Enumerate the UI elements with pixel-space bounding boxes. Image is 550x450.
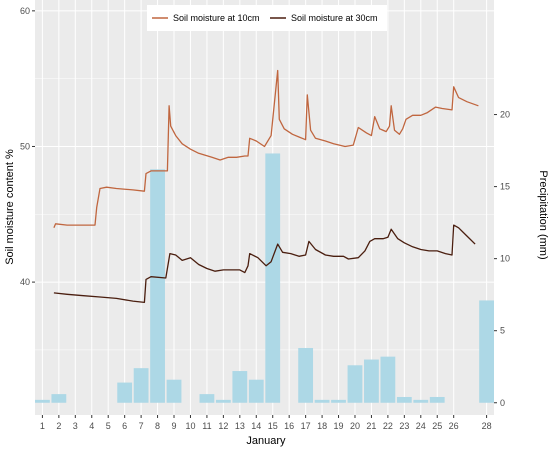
x-tick-label: 22 — [383, 421, 393, 431]
soil-moisture-10cm-line — [53, 69, 479, 229]
precipitation-bar — [232, 371, 248, 403]
x-tick-label: 16 — [284, 421, 294, 431]
precipitation-bar — [35, 399, 50, 403]
y-left-tick-label: 40 — [20, 277, 30, 287]
precipitation-bar — [314, 399, 330, 403]
y-right-axis-title: Precipitation (mm) — [537, 170, 549, 259]
precipitation-bar — [380, 356, 396, 403]
x-tick-label: 13 — [235, 421, 245, 431]
precipitation-bar — [429, 396, 445, 403]
x-tick-label: 21 — [366, 421, 376, 431]
legend-label-10cm: Soil moisture at 10cm — [173, 13, 260, 23]
y-left-axis-title: Soil moisture content % — [4, 149, 16, 265]
x-tick-label: 23 — [399, 421, 409, 431]
x-tick-label: 12 — [218, 421, 228, 431]
x-tick-label: 15 — [268, 421, 278, 431]
x-tick-label: 24 — [416, 421, 426, 431]
x-tick-label: 1 — [40, 421, 45, 431]
y-left-tick-label: 60 — [20, 6, 30, 16]
precipitation-bar — [133, 368, 149, 403]
precipitation-bar — [298, 347, 314, 403]
x-tick-label: 5 — [106, 421, 111, 431]
x-tick-label: 3 — [73, 421, 78, 431]
x-tick-label: 18 — [317, 421, 327, 431]
x-tick-label: 9 — [172, 421, 177, 431]
precipitation-bar — [150, 169, 165, 403]
y-left-tick-label: 50 — [20, 141, 30, 151]
plot-panel — [35, 0, 494, 415]
x-tick-label: 17 — [301, 421, 311, 431]
soil-moisture-30cm-line — [53, 224, 476, 304]
y-right-tick-label: 10 — [500, 254, 510, 264]
precipitation-bar — [215, 399, 231, 403]
x-axis-title: January — [246, 435, 286, 447]
x-tick-label: 6 — [122, 421, 127, 431]
precipitation-bar — [479, 300, 494, 403]
precipitation-bar — [117, 382, 133, 403]
x-tick-label: 25 — [432, 421, 442, 431]
x-tick-label: 26 — [449, 421, 459, 431]
legend-box — [147, 5, 387, 31]
legend: Soil moisture at 10cm Soil moisture at 3… — [147, 5, 387, 31]
x-tick-label: 14 — [251, 421, 261, 431]
x-tick-label: 20 — [350, 421, 360, 431]
x-tick-label: 11 — [202, 421, 211, 431]
precipitation-bar — [51, 394, 67, 403]
x-tick-label: 2 — [56, 421, 61, 431]
precipitation-bar — [248, 379, 264, 403]
legend-label-30cm: Soil moisture at 30cm — [291, 13, 378, 23]
precipitation-bar — [166, 379, 182, 403]
x-tick-label: 4 — [89, 421, 94, 431]
precipitation-bar — [347, 365, 363, 403]
soil-moisture-lines — [53, 69, 479, 304]
precipitation-bar — [199, 394, 215, 403]
precipitation-bar — [364, 359, 379, 403]
x-tick-label: 10 — [185, 421, 195, 431]
y-right-tick-label: 5 — [500, 326, 505, 336]
precipitation-bar — [265, 153, 281, 403]
y-right-tick-label: 0 — [500, 398, 505, 408]
x-tick-label: 7 — [139, 421, 144, 431]
y-right-tick-label: 15 — [500, 182, 510, 192]
y-right-tick-label: 20 — [500, 110, 510, 120]
x-tick-label: 19 — [334, 421, 344, 431]
x-tick-label: 28 — [482, 421, 492, 431]
x-tick-label: 8 — [155, 421, 160, 431]
precipitation-bar — [396, 396, 412, 403]
precipitation-bar — [331, 399, 346, 403]
precipitation-bar — [413, 399, 429, 403]
precipitation-bars — [35, 153, 494, 403]
